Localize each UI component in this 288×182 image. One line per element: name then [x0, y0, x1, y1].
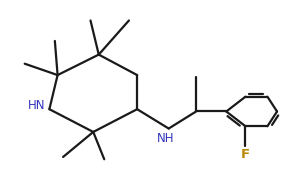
Text: HN: HN [28, 99, 46, 112]
Text: NH: NH [157, 132, 175, 145]
Text: F: F [241, 148, 250, 161]
